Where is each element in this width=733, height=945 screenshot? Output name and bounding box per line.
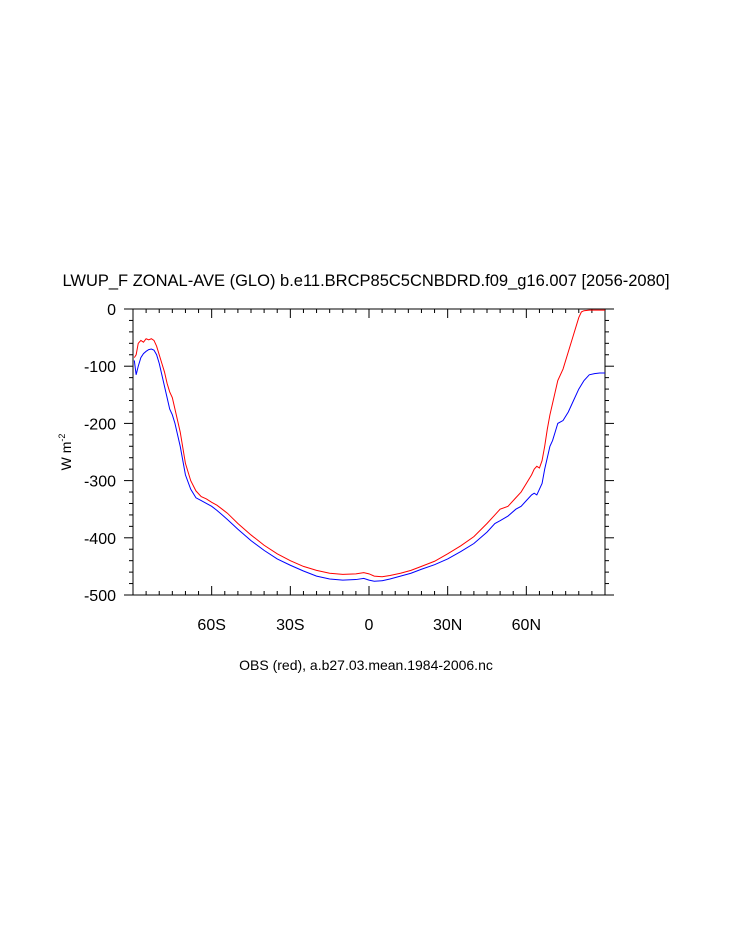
y-tick-label: -300 [84,474,116,491]
x-tick-label: 30S [276,617,304,634]
y-tick-label: -200 [84,416,116,433]
x-tick-labels: 60S 30S 0 30N 60N [197,617,541,634]
y-tick-label: 0 [107,302,116,319]
y-tick-labels: 0 -100 -200 -300 -400 -500 [84,302,116,605]
chart-title: LWUP_F ZONAL-AVE (GLO) b.e11.BRCP85C5CNB… [62,272,669,290]
x-axis-label: OBS (red), a.b27.03.mean.1984-2006.nc [239,657,493,673]
series-line-blue [133,348,605,582]
x-tick-label: 60S [197,617,225,634]
y-tick-label: -100 [84,359,116,376]
x-tick-label: 30N [433,617,462,634]
plot-frame [132,308,606,596]
y-axis-label: W m-2 [57,434,74,471]
axis-ticks [124,308,614,596]
y-tick-label: -400 [84,531,116,548]
x-tick-label: 0 [365,617,374,634]
series-line-red [133,309,605,578]
y-tick-label: -500 [84,588,116,605]
y-axis-label-superscript: -2 [57,434,67,442]
x-tick-label: 60N [512,617,541,634]
y-axis-label-text: W m [58,442,74,471]
